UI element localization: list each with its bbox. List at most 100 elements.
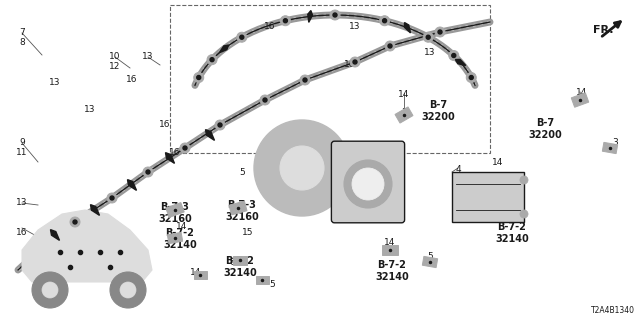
FancyBboxPatch shape xyxy=(452,172,524,222)
Circle shape xyxy=(435,27,445,37)
Polygon shape xyxy=(166,153,175,164)
Text: 16: 16 xyxy=(159,120,171,129)
Text: 3: 3 xyxy=(401,108,407,117)
Text: 14: 14 xyxy=(576,88,588,97)
Circle shape xyxy=(467,73,476,83)
Text: 14: 14 xyxy=(398,90,410,99)
Text: B-7
32200: B-7 32200 xyxy=(528,118,562,140)
Circle shape xyxy=(32,272,68,308)
Text: 14: 14 xyxy=(492,158,504,167)
Circle shape xyxy=(520,210,528,218)
Circle shape xyxy=(330,10,340,20)
Polygon shape xyxy=(22,210,152,282)
Polygon shape xyxy=(193,271,207,279)
Text: T2A4B1340: T2A4B1340 xyxy=(591,306,635,315)
Text: 16: 16 xyxy=(344,60,356,69)
Circle shape xyxy=(146,170,150,174)
Text: 14: 14 xyxy=(262,188,274,197)
Polygon shape xyxy=(220,45,228,53)
Text: 11: 11 xyxy=(16,148,28,157)
Polygon shape xyxy=(229,201,247,215)
Circle shape xyxy=(210,58,214,62)
Circle shape xyxy=(353,60,357,64)
Text: 9: 9 xyxy=(19,138,25,147)
Polygon shape xyxy=(456,60,466,66)
Circle shape xyxy=(280,16,291,26)
Circle shape xyxy=(196,76,201,79)
Polygon shape xyxy=(127,180,136,190)
Circle shape xyxy=(180,143,190,153)
Circle shape xyxy=(215,120,225,130)
Text: 14: 14 xyxy=(176,222,188,231)
Circle shape xyxy=(70,217,80,227)
Polygon shape xyxy=(382,245,398,255)
Circle shape xyxy=(280,146,324,190)
Circle shape xyxy=(110,272,146,308)
Circle shape xyxy=(240,35,244,39)
Polygon shape xyxy=(308,11,312,22)
Text: 16: 16 xyxy=(126,75,138,84)
Text: B-7-2
32140: B-7-2 32140 xyxy=(495,222,529,244)
Text: 13: 13 xyxy=(142,52,154,61)
Circle shape xyxy=(383,19,387,23)
Circle shape xyxy=(194,73,204,83)
FancyBboxPatch shape xyxy=(332,141,404,223)
Circle shape xyxy=(183,146,187,150)
Circle shape xyxy=(284,19,287,23)
Circle shape xyxy=(449,51,459,60)
Text: B-7-2
32140: B-7-2 32140 xyxy=(375,260,409,282)
Circle shape xyxy=(110,196,114,200)
Polygon shape xyxy=(205,130,214,140)
Circle shape xyxy=(303,78,307,82)
Text: 13: 13 xyxy=(84,105,96,114)
Text: 2: 2 xyxy=(319,170,325,179)
Circle shape xyxy=(423,32,433,42)
Circle shape xyxy=(350,57,360,67)
Text: FR.: FR. xyxy=(593,25,614,35)
Text: 15: 15 xyxy=(243,228,253,237)
Polygon shape xyxy=(255,276,269,284)
Circle shape xyxy=(388,44,392,48)
Circle shape xyxy=(352,168,384,200)
Polygon shape xyxy=(422,256,438,268)
Polygon shape xyxy=(602,142,618,154)
Text: 13: 13 xyxy=(16,198,28,207)
Circle shape xyxy=(300,75,310,85)
Text: 14: 14 xyxy=(190,268,202,277)
Polygon shape xyxy=(404,22,410,33)
Polygon shape xyxy=(51,230,60,240)
Text: 12: 12 xyxy=(109,62,121,71)
Text: 16: 16 xyxy=(264,22,276,31)
Text: B-7-3
32160: B-7-3 32160 xyxy=(225,200,259,221)
Text: 16: 16 xyxy=(16,228,28,237)
Text: B-7-3
32160: B-7-3 32160 xyxy=(158,202,192,224)
Text: 10: 10 xyxy=(109,52,121,61)
Circle shape xyxy=(385,41,395,51)
Circle shape xyxy=(260,95,270,105)
Text: 16: 16 xyxy=(169,148,180,157)
Circle shape xyxy=(254,120,350,216)
Text: 14: 14 xyxy=(384,238,396,247)
Circle shape xyxy=(438,30,442,34)
Polygon shape xyxy=(572,93,589,107)
Text: 3: 3 xyxy=(612,138,618,147)
Polygon shape xyxy=(90,204,99,215)
Circle shape xyxy=(218,123,222,127)
Circle shape xyxy=(380,16,390,26)
Polygon shape xyxy=(233,255,247,265)
Polygon shape xyxy=(166,203,184,217)
Text: 7: 7 xyxy=(19,28,25,37)
Polygon shape xyxy=(167,232,182,244)
Polygon shape xyxy=(395,107,413,123)
Circle shape xyxy=(426,35,430,39)
Circle shape xyxy=(42,282,58,298)
Circle shape xyxy=(143,167,153,177)
Bar xyxy=(170,5,490,153)
Circle shape xyxy=(452,53,456,58)
Circle shape xyxy=(263,98,267,102)
Circle shape xyxy=(344,160,392,208)
Text: 5: 5 xyxy=(175,205,181,214)
Text: 5: 5 xyxy=(269,280,275,289)
Circle shape xyxy=(520,176,528,184)
Circle shape xyxy=(237,32,247,42)
